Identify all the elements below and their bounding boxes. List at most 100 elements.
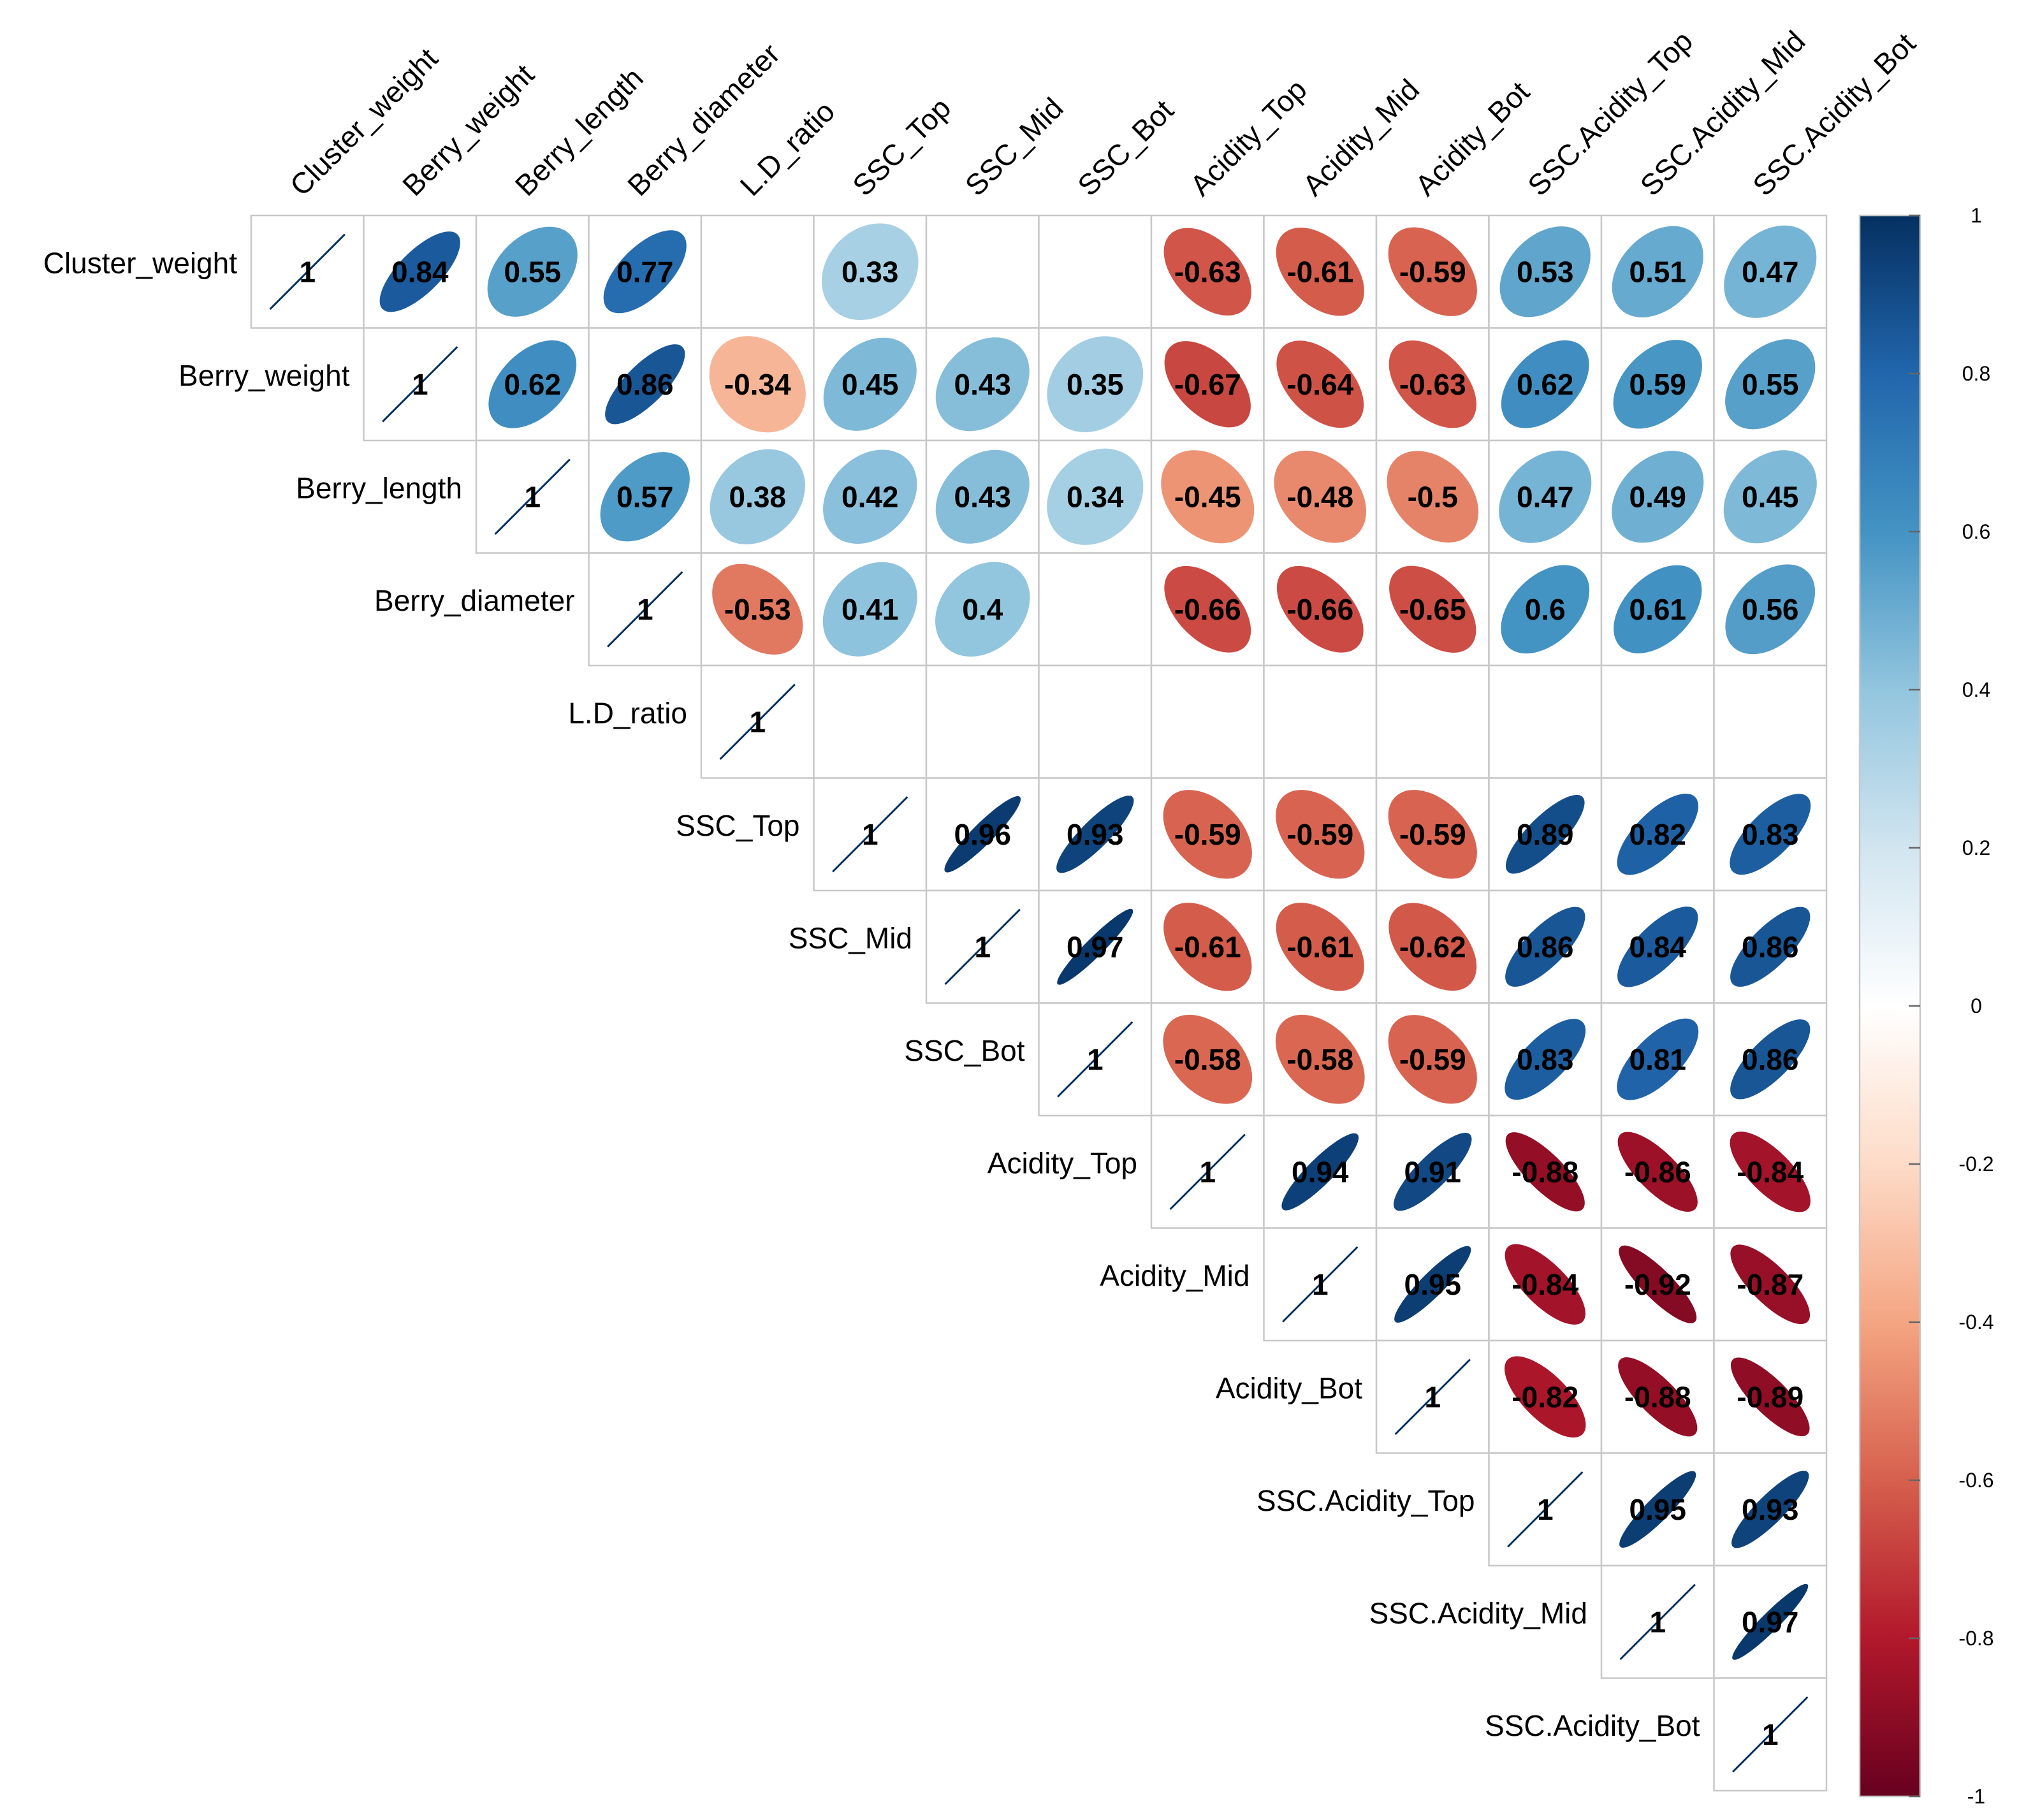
cell-ssc-mid-ssc-acidity-bot: 0.86 <box>1713 889 1828 1004</box>
cell-ssc-mid-ssc-mid: 1 <box>925 889 1040 1004</box>
corr-ellipse <box>1163 903 1252 991</box>
corr-value-label: -0.58 <box>1174 1043 1241 1076</box>
corr-value-label: 1 <box>299 255 316 288</box>
cell-cluster-weight-ssc-acidity-bot: 0.47 <box>1713 214 1828 329</box>
diagonal-line <box>1394 1358 1471 1435</box>
cell-berry-diameter-ssc-acidity-top: 0.6 <box>1488 552 1603 667</box>
corr-ellipse <box>1505 1019 1586 1100</box>
cell-acidity-top-acidity-bot: 0.91 <box>1375 1114 1490 1229</box>
cell-berry-length-berry-length: 1 <box>475 439 590 554</box>
col-label-acidity-mid: Acidity_Mid <box>1296 73 1425 202</box>
corr-ellipse <box>379 231 460 312</box>
col-label-ssc-mid: SSC_Mid <box>959 91 1070 202</box>
cell-ssc-top-ssc-mid: 0.96 <box>925 777 1040 892</box>
cell-acidity-mid-acidity-mid: 1 <box>1263 1227 1378 1342</box>
corr-ellipse <box>821 223 919 321</box>
cell-berry-diameter-ssc-acidity-bot: 0.56 <box>1713 552 1828 667</box>
cell-berry-weight-acidity-mid: -0.64 <box>1263 327 1378 442</box>
corr-value-label: 0.86 <box>616 368 674 401</box>
row-label-berry-diameter: Berry_diameter <box>374 584 574 617</box>
corr-ellipse <box>1612 451 1704 543</box>
cell-ssc-acidity-mid-ssc-acidity-bot: 0.97 <box>1713 1564 1828 1679</box>
corr-value-label: 0.77 <box>616 255 674 288</box>
cell-l-d-ratio-acidity-top <box>1150 664 1265 779</box>
corr-value-label: 0.47 <box>1742 255 1799 288</box>
row-label-ssc-acidity-bot: SSC.Acidity_Bot <box>1485 1709 1700 1742</box>
corr-value-label: 0.91 <box>1404 1155 1461 1188</box>
corr-ellipse <box>1388 790 1477 879</box>
cell-berry-weight-ssc-acidity-mid: 0.59 <box>1600 327 1715 442</box>
cell-cluster-weight-berry-diameter: 0.77 <box>588 214 703 329</box>
cell-acidity-bot-acidity-bot: 1 <box>1375 1339 1490 1454</box>
corr-value-label: 0.55 <box>504 255 561 288</box>
cell-l-d-ratio-acidity-mid <box>1263 664 1378 779</box>
cell-berry-length-berry-diameter: 0.57 <box>588 439 703 554</box>
cell-berry-length-ssc-mid: 0.43 <box>925 439 1040 554</box>
corr-ellipse <box>935 449 1030 544</box>
corr-ellipse <box>488 340 577 428</box>
cell-berry-diameter-berry-diameter: 1 <box>588 552 703 667</box>
col-label-acidity-bot: Acidity_Bot <box>1409 75 1536 202</box>
col-label-ssc-bot: SSC_Bot <box>1071 93 1180 202</box>
cell-cluster-weight-l-d-ratio <box>700 214 815 329</box>
cell-acidity-top-ssc-acidity-bot: -0.84 <box>1713 1114 1828 1229</box>
cell-berry-length-acidity-bot: -0.5 <box>1375 439 1490 554</box>
diagonal-line <box>1057 1021 1133 1098</box>
corr-ellipse <box>823 449 917 544</box>
cell-berry-diameter-ssc-bot <box>1038 552 1153 667</box>
corr-value-label: 0.49 <box>1629 480 1686 513</box>
cell-acidity-mid-ssc-acidity-bot: -0.87 <box>1713 1227 1828 1342</box>
corr-value-label: -0.66 <box>1286 593 1353 626</box>
cell-berry-length-ssc-acidity-top: 0.47 <box>1488 439 1603 554</box>
cell-acidity-mid-acidity-bot: 0.95 <box>1375 1227 1490 1342</box>
corr-ellipse <box>710 449 805 544</box>
corr-ellipse <box>487 226 578 317</box>
diagonal-line <box>382 346 458 423</box>
cell-l-d-ratio-ssc-top <box>813 664 928 779</box>
corr-ellipse <box>1505 794 1585 874</box>
corr-ellipse <box>1394 1246 1471 1323</box>
corr-ellipse <box>603 230 687 314</box>
corr-ellipse <box>1730 1357 1810 1437</box>
corr-value-label: 0.84 <box>391 255 449 288</box>
corr-value-label: 0.89 <box>1517 818 1574 851</box>
corr-value-label: -0.59 <box>1399 1043 1466 1076</box>
corr-ellipse <box>1163 790 1252 879</box>
corr-value-label: -0.45 <box>1174 480 1241 513</box>
corr-value-label: 0.61 <box>1629 593 1686 626</box>
cell-l-d-ratio-l-d-ratio: 1 <box>700 664 815 779</box>
cell-ssc-mid-acidity-top: -0.61 <box>1150 889 1265 1004</box>
corr-value-label: 0.83 <box>1742 818 1799 851</box>
corr-value-label: -0.88 <box>1624 1380 1691 1413</box>
diagonal-line <box>1282 1246 1359 1323</box>
corr-ellipse <box>1161 450 1255 544</box>
corr-value-label: 1 <box>862 818 878 851</box>
corr-value-label: 0.38 <box>729 480 786 513</box>
diagonal-line <box>944 908 1021 985</box>
corr-value-label: 0.53 <box>1517 255 1574 288</box>
row-label-ssc-mid: SSC_Mid <box>789 921 912 954</box>
corr-ellipse <box>1505 1244 1585 1325</box>
corr-value-label: 0.41 <box>842 593 899 626</box>
colorbar-tick-label: 0.2 <box>1962 836 1990 859</box>
colorbar-tick-label: -1 <box>1967 1785 1985 1808</box>
diagonal-line <box>607 571 683 648</box>
cell-berry-length-acidity-mid: -0.48 <box>1263 439 1378 554</box>
corr-value-label: 0.95 <box>1629 1493 1686 1526</box>
corr-value-label: 1 <box>637 593 653 626</box>
corr-ellipse <box>1505 906 1585 987</box>
cell-ssc-top-acidity-bot: -0.59 <box>1375 777 1490 892</box>
colorbar-tick-label: 0.4 <box>1962 678 1990 701</box>
cell-ssc-acidity-bot-ssc-acidity-bot: 1 <box>1713 1677 1828 1792</box>
cell-berry-weight-berry-diameter: 0.86 <box>588 327 703 442</box>
corr-value-label: 0.95 <box>1404 1268 1461 1301</box>
corr-value-label: 0.42 <box>842 480 899 513</box>
cell-cluster-weight-acidity-bot: -0.59 <box>1375 214 1490 329</box>
corr-value-label: -0.61 <box>1286 930 1353 963</box>
corr-ellipse <box>1388 1015 1477 1104</box>
corr-value-label: 0.57 <box>616 480 674 513</box>
cell-berry-diameter-ssc-top: 0.41 <box>813 552 928 667</box>
corr-ellipse <box>1730 1244 1811 1325</box>
corr-value-label: -0.62 <box>1399 930 1466 963</box>
